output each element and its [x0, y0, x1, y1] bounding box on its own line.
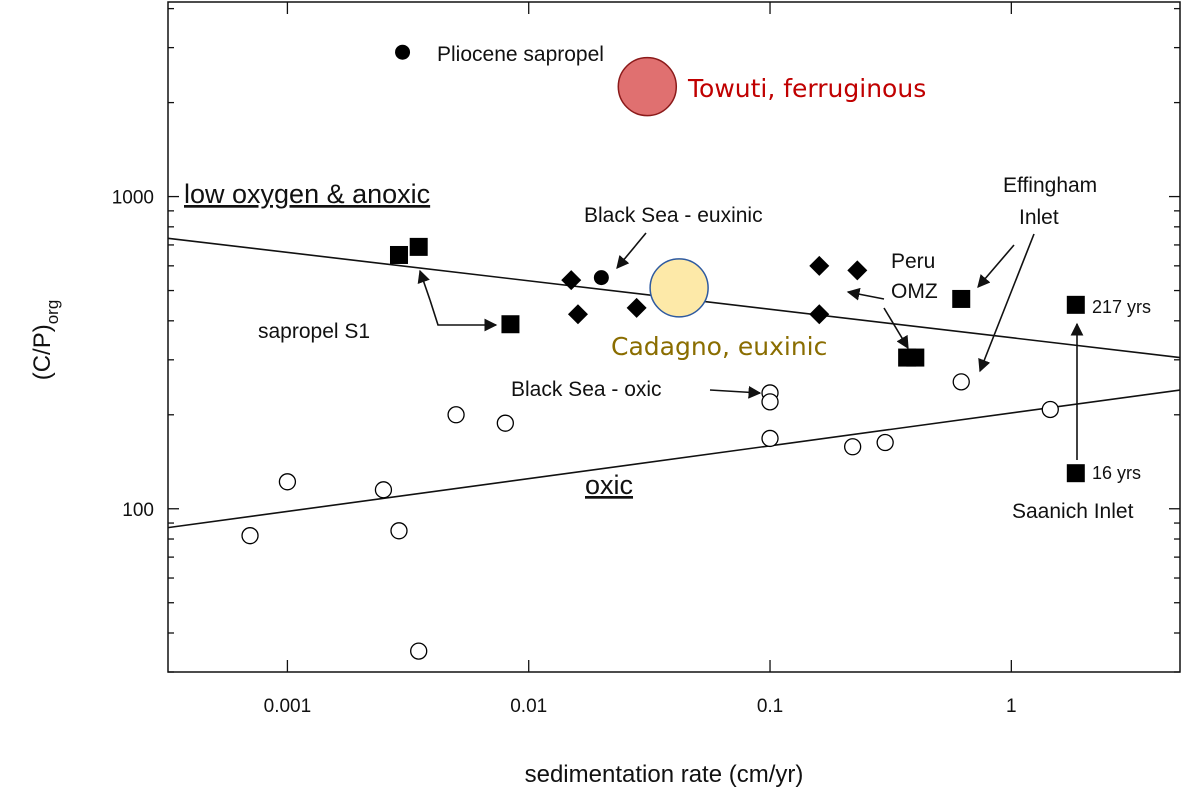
y-axis-ticks: [168, 7, 1180, 673]
open-circle-point: [374, 481, 393, 499]
label-black-sea-euxinic: Black Sea - euxinic: [584, 204, 763, 227]
filled-diamond-point: [809, 255, 830, 276]
towuti-highlight-circle: [617, 56, 678, 117]
y-axis-title-sub: org: [43, 300, 62, 325]
label-pliocene-sapropel: Pliocene sapropel: [437, 43, 604, 66]
filled-diamond-point: [561, 270, 582, 291]
label-sapropel-s1: sapropel S1: [258, 320, 370, 343]
open-circle-point: [241, 527, 259, 545]
filled-diamond-point: [809, 304, 830, 325]
label-cadagno-euxinic: Cadagno, euxinic: [611, 332, 827, 361]
data-points: [241, 44, 1085, 660]
svg-text:(C/P)org: (C/P)org: [29, 300, 62, 381]
x-axis-title: sedimentation rate (cm/yr): [525, 761, 804, 788]
label-16-yrs: 16 yrs: [1092, 463, 1141, 483]
filled-square-point: [409, 237, 428, 256]
highlight-circles: [617, 56, 709, 318]
filled-diamond-point: [626, 297, 647, 318]
filled-circle-point: [395, 44, 411, 60]
x-tick-label: 0.1: [757, 696, 783, 717]
open-circle-point: [410, 642, 428, 660]
filled-square-point: [1066, 464, 1085, 483]
open-circle-point: [390, 522, 408, 540]
filled-square-point: [501, 315, 520, 334]
tick-labels: 0.001 0.01 0.1 1 100 1000: [112, 188, 1017, 717]
filled-diamond-point: [847, 260, 868, 281]
label-oxic: oxic: [585, 470, 633, 500]
filled-square-point: [952, 289, 971, 308]
filled-square-point: [906, 348, 925, 367]
open-circle-point: [761, 393, 779, 411]
label-black-sea-oxic: Black Sea - oxic: [511, 378, 662, 401]
label-peru: Peru: [891, 250, 935, 273]
y-tick-label: 1000: [112, 188, 154, 209]
filled-circle-point: [593, 270, 609, 286]
y-axis-title: (C/P)org: [29, 300, 62, 381]
label-saanich-inlet: Saanich Inlet: [1012, 500, 1134, 523]
open-circle-point: [952, 373, 970, 391]
open-circle-point: [876, 433, 894, 452]
x-tick-label: 1: [1006, 696, 1017, 717]
open-circle-point: [761, 429, 779, 448]
open-circle-point: [1041, 400, 1059, 419]
label-217-yrs: 217 yrs: [1092, 297, 1151, 317]
open-circle-point: [496, 414, 514, 432]
x-axis-ticks: [286, 2, 1012, 672]
label-effingham-inlet: Inlet: [1019, 206, 1059, 229]
open-circle-point: [278, 473, 297, 491]
filled-square-point: [1066, 295, 1085, 314]
filled-square-point: [389, 245, 408, 264]
x-tick-label: 0.001: [264, 696, 312, 717]
y-axis-title-main: (C/P): [29, 324, 56, 380]
label-towuti-ferruginous: Towuti, ferruginous: [687, 74, 926, 103]
lower-boundary-line: [167, 389, 1181, 529]
filled-diamond-point: [567, 304, 588, 325]
open-circle-point: [844, 438, 862, 456]
label-peru-omz: OMZ: [891, 280, 938, 303]
plot-frame: [167, 1, 1181, 673]
cadagno-highlight-circle: [649, 258, 709, 318]
x-tick-label: 0.01: [510, 696, 547, 717]
label-effingham: Effingham: [1003, 174, 1097, 197]
open-circle-point: [447, 406, 465, 424]
label-low-oxygen-anoxic: low oxygen & anoxic: [184, 179, 430, 209]
y-tick-label: 100: [122, 500, 154, 521]
annotation-arrows: [417, 232, 1084, 460]
